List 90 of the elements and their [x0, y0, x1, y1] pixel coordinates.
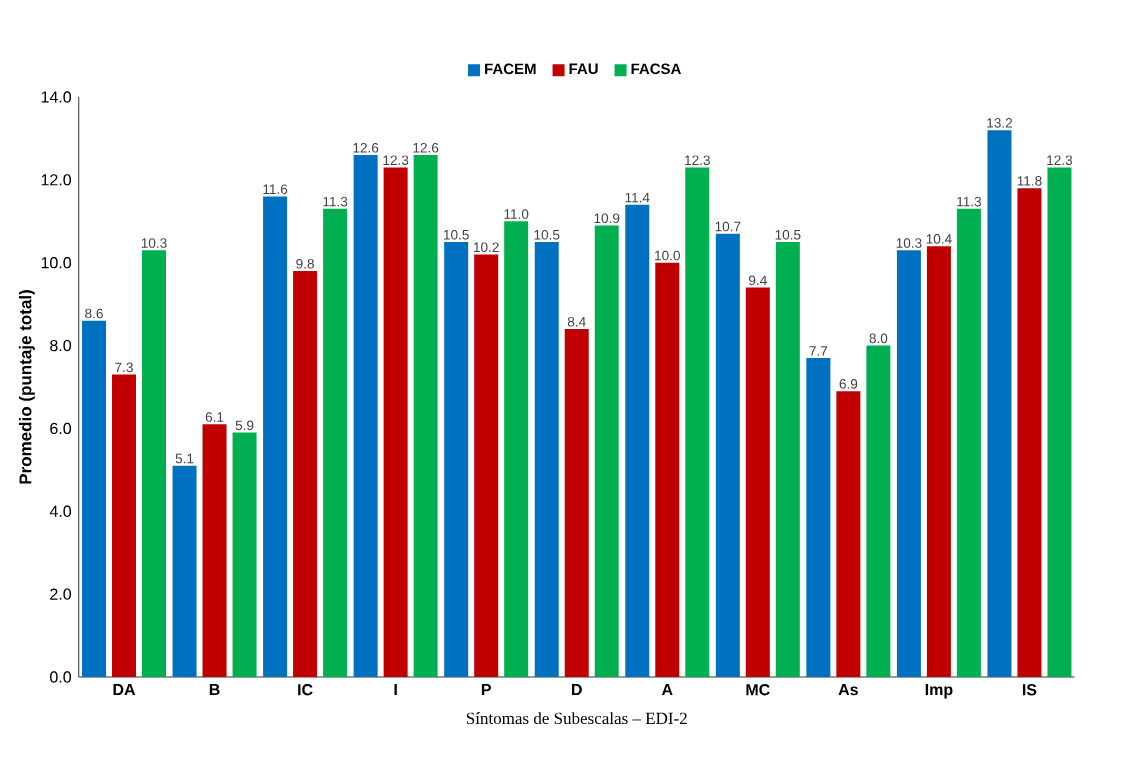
- data-label: 9.4: [749, 275, 767, 286]
- data-label: 10.0: [655, 250, 680, 261]
- data-label: 12.6: [353, 142, 379, 153]
- bar: [987, 130, 1012, 677]
- data-label: 12.6: [413, 142, 439, 153]
- data-label: 5.1: [175, 453, 194, 464]
- bar: [323, 208, 348, 677]
- x-tick-label: IC: [298, 684, 313, 696]
- data-label: 7.7: [809, 346, 828, 356]
- x-tick-label: I: [394, 684, 397, 696]
- y-tick-label: 4.0: [49, 505, 72, 517]
- bar: [836, 391, 861, 677]
- y-axis-title: Promedio (puntaje total): [18, 290, 35, 484]
- data-label: 10.9: [594, 213, 620, 224]
- data-label: 10.5: [775, 229, 801, 240]
- x-tick-label: MC: [746, 684, 770, 696]
- y-tick-label: 14.0: [41, 91, 72, 103]
- bar: [775, 241, 800, 677]
- data-label: 6.1: [205, 412, 224, 422]
- data-label: 7.3: [115, 362, 133, 373]
- data-label: 8.0: [869, 333, 888, 344]
- bar: [1047, 167, 1072, 677]
- legend-label: FAU: [569, 63, 598, 75]
- y-tick-label: 10.0: [41, 257, 72, 269]
- data-label: 11.8: [1017, 176, 1042, 186]
- bar: [745, 287, 770, 677]
- data-label: 12.3: [383, 155, 409, 166]
- legend-label: FACSA: [631, 63, 682, 75]
- bar: [413, 154, 438, 677]
- bar: [534, 241, 559, 677]
- bar: [112, 374, 137, 677]
- y-tick-label: 12.0: [41, 174, 72, 186]
- data-label: 10.2: [473, 242, 499, 253]
- data-label: 6.9: [839, 379, 858, 389]
- bar: [655, 262, 680, 677]
- bar: [896, 250, 921, 677]
- bar: [142, 250, 167, 677]
- x-tick-label: B: [209, 684, 220, 696]
- bar: [685, 167, 710, 677]
- bar: [353, 154, 378, 677]
- bar: [263, 196, 288, 677]
- bar: [293, 270, 318, 677]
- data-label: 11.6: [263, 184, 288, 195]
- y-tick-label: 6.0: [50, 422, 72, 435]
- data-label: 13.2: [987, 118, 1013, 128]
- data-label: 10.5: [443, 229, 469, 240]
- bar: [1017, 188, 1042, 677]
- bar: [474, 254, 499, 677]
- data-label: 11.0: [504, 209, 529, 219]
- bar: [594, 225, 619, 677]
- bar: [926, 246, 951, 677]
- x-tick-label: IS: [1022, 684, 1037, 696]
- data-label: 10.3: [141, 238, 167, 248]
- data-label: 5.9: [235, 420, 254, 431]
- data-label: 11.4: [625, 192, 650, 203]
- y-tick-label: 8.0: [50, 339, 72, 352]
- data-label: 12.3: [685, 155, 710, 166]
- x-tick-label: P: [481, 684, 491, 696]
- bar: [202, 424, 227, 677]
- bar: [504, 221, 529, 677]
- x-tick-label: DA: [113, 684, 136, 696]
- y-tick-label: 0.0: [50, 671, 72, 683]
- bar: [564, 328, 589, 677]
- bar: [444, 241, 469, 677]
- bar: [625, 204, 650, 677]
- bar: [866, 345, 891, 677]
- bar: [806, 357, 831, 677]
- legend-label: FACEM: [485, 63, 536, 75]
- x-tick-label: Imp: [925, 684, 953, 699]
- data-label: 12.3: [1047, 155, 1073, 166]
- x-tick-label: A: [661, 684, 673, 696]
- data-label: 10.3: [896, 238, 922, 248]
- x-tick-label: As: [838, 684, 858, 696]
- bar: [715, 233, 740, 677]
- data-label: 10.5: [534, 229, 560, 240]
- data-label: 9.8: [296, 258, 314, 269]
- data-label: 11.3: [323, 196, 348, 207]
- x-tick-label: D: [572, 684, 582, 696]
- x-axis-title: Síntomas de Subescalas – EDI-2: [466, 712, 687, 725]
- data-label: 8.4: [567, 316, 586, 327]
- bar: [232, 432, 257, 677]
- data-label: 10.7: [715, 221, 741, 232]
- bar: [82, 320, 106, 677]
- y-tick-label: 2.0: [50, 588, 72, 600]
- bar: [383, 167, 408, 677]
- bar: [172, 465, 197, 677]
- bar: [956, 208, 981, 677]
- data-label: 8.6: [85, 308, 103, 319]
- data-label: 10.4: [926, 234, 952, 244]
- data-label: 11.3: [957, 196, 982, 207]
